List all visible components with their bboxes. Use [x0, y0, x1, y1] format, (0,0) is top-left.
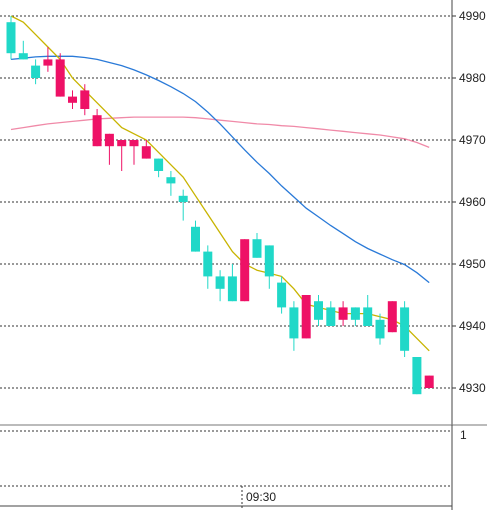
candle-body — [301, 295, 311, 339]
candle-up — [314, 295, 323, 326]
candle-up — [350, 307, 360, 326]
candle-up — [400, 301, 410, 357]
candle-body — [68, 96, 77, 103]
candle-up — [31, 59, 41, 85]
candle-up — [252, 233, 262, 258]
candle-up — [166, 171, 176, 196]
price-tick-label: 4930 — [459, 381, 486, 395]
candle-body — [240, 239, 250, 302]
candle-body — [412, 357, 422, 395]
candle-body — [215, 276, 225, 289]
candle-body — [314, 301, 323, 320]
candle-up — [412, 357, 422, 395]
price-tick-label: 4970 — [459, 133, 486, 147]
candle-body — [18, 53, 28, 60]
candle-body — [227, 276, 237, 302]
candle-body — [264, 245, 274, 277]
candle-body — [277, 282, 287, 308]
candle-body — [191, 226, 200, 252]
candle-down — [240, 239, 250, 302]
sub-panel: 1 09:30 — [0, 425, 467, 510]
candle-up — [227, 264, 237, 302]
candle-body — [141, 146, 151, 159]
candle-up — [154, 158, 164, 178]
candle-body — [80, 90, 90, 109]
candle-up — [178, 189, 188, 221]
candle-body — [178, 195, 188, 202]
candle-down — [424, 375, 434, 388]
candle-body — [400, 307, 410, 351]
candle-down — [43, 47, 53, 72]
candle-body — [92, 115, 102, 147]
candle-body — [31, 65, 41, 78]
candle-body — [55, 59, 65, 97]
candle-down — [129, 140, 139, 165]
candle-body — [129, 140, 139, 147]
candle-up — [203, 245, 213, 289]
price-tick-label: 4990 — [459, 9, 486, 23]
candle-up — [289, 301, 299, 351]
candle-body — [289, 307, 299, 339]
candle-up — [326, 301, 336, 326]
candle-body — [350, 307, 360, 320]
ma-long-line — [10, 116, 430, 149]
price-axis: 4930 4940 4950 4960 4970 4980 4990 — [0, 0, 487, 426]
candle-up — [18, 40, 28, 60]
candle-down — [80, 84, 90, 116]
candle-body — [154, 158, 164, 171]
candle-body — [424, 375, 434, 388]
candle-down — [387, 301, 397, 333]
candle-body — [43, 59, 53, 66]
candle-body — [326, 307, 336, 326]
candle-body — [338, 307, 348, 320]
ma-mid-line — [10, 55, 430, 284]
price-tick-label: 4980 — [459, 71, 486, 85]
candle-down — [104, 133, 114, 165]
candle-up — [6, 16, 16, 60]
candle-down — [55, 53, 65, 97]
candle-down — [117, 140, 127, 171]
price-tick-label: 4940 — [459, 319, 486, 333]
candle-body — [363, 307, 373, 326]
sub-panel-tick-label: 1 — [460, 428, 467, 442]
candle-down — [338, 301, 348, 326]
candle-body — [203, 251, 213, 277]
candle-down — [92, 109, 102, 147]
candle-body — [387, 301, 397, 333]
candle-down — [301, 295, 311, 339]
candle-down — [68, 90, 77, 109]
candles — [6, 16, 434, 395]
price-tick-label: 4950 — [459, 257, 486, 271]
candle-down — [141, 140, 151, 159]
candle-up — [191, 220, 200, 252]
candle-up — [375, 313, 385, 345]
candle-up — [363, 295, 373, 326]
candle-body — [117, 140, 127, 147]
time-tick-label: 09:30 — [246, 490, 276, 504]
candle-body — [104, 133, 114, 147]
candle-up — [277, 276, 287, 314]
candle-up — [264, 245, 274, 289]
price-tick-label: 4960 — [459, 195, 486, 209]
candle-body — [6, 22, 16, 54]
candle-body — [166, 177, 176, 184]
candle-body — [375, 319, 385, 339]
candle-body — [252, 239, 262, 258]
candle-up — [215, 270, 225, 302]
